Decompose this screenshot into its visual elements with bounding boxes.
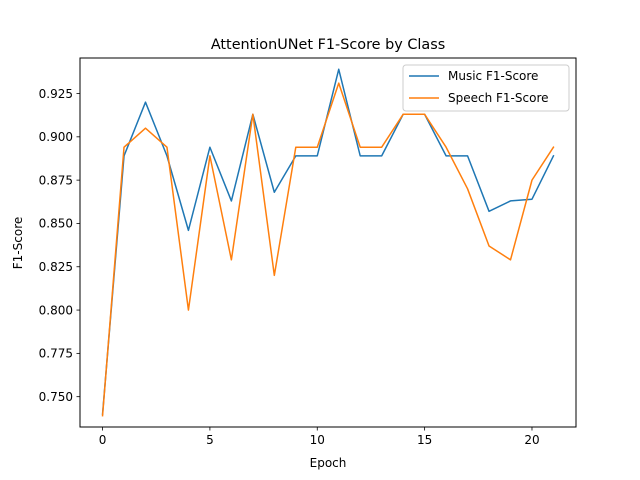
y-tick-label: 0.825 xyxy=(39,260,73,274)
legend-label-music: Music F1-Score xyxy=(448,69,538,83)
chart-title: AttentionUNet F1-Score by Class xyxy=(211,37,445,53)
series-line-0 xyxy=(101,68,555,415)
y-tick-label: 0.850 xyxy=(39,217,73,231)
y-tick-label: 0.800 xyxy=(39,303,73,317)
legend-box xyxy=(402,64,570,112)
plot-lines xyxy=(101,68,555,417)
x-tick-label: 15 xyxy=(417,433,432,447)
y-axis-label: F1-Score xyxy=(11,217,25,269)
series-line-1 xyxy=(101,82,555,417)
x-tick-label: 10 xyxy=(310,433,325,447)
y-axis: 0.750 0.775 0.800 0.825 0.850 0.875 0.900 0.925 xyxy=(39,87,80,404)
x-axis: 0 5 10 15 20 xyxy=(99,427,540,447)
y-tick-label: 0.775 xyxy=(39,347,73,361)
y-tick-label: 0.925 xyxy=(39,87,73,101)
y-tick-label: 0.875 xyxy=(39,173,73,187)
x-tick-label: 20 xyxy=(524,433,539,447)
x-tick-label: 0 xyxy=(99,433,107,447)
x-axis-label: Epoch xyxy=(310,456,347,470)
y-tick-label: 0.750 xyxy=(39,390,73,404)
y-tick-label: 0.900 xyxy=(39,130,73,144)
plot-frame xyxy=(79,57,577,428)
legend-label-speech: Speech F1-Score xyxy=(448,91,549,105)
x-tick-label: 5 xyxy=(206,433,214,447)
legend: Music F1-Score Speech F1-Score xyxy=(402,64,570,112)
